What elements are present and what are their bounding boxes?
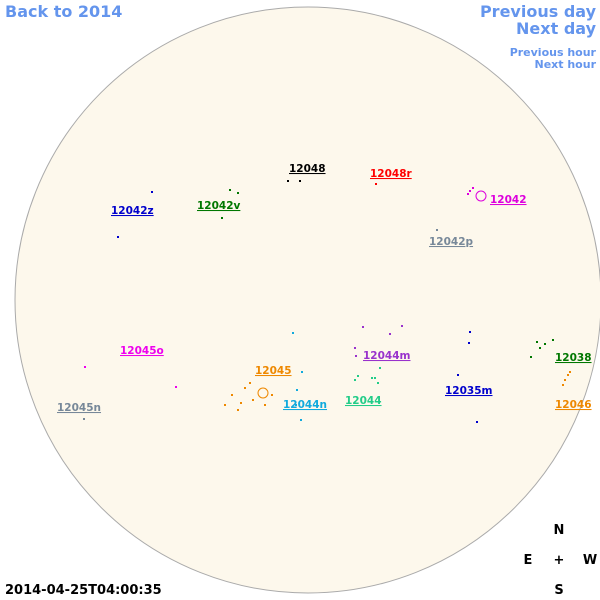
sunspot: [292, 332, 294, 334]
sunspot: [231, 394, 233, 396]
sunspot: [287, 180, 289, 182]
region-label[interactable]: 12045o: [120, 345, 164, 357]
previous-day-link[interactable]: Previous day: [480, 2, 597, 21]
sunspot: [357, 375, 359, 377]
sunspot: [389, 333, 391, 335]
compass-center: +: [554, 553, 565, 568]
next-hour-link[interactable]: Next hour: [535, 58, 597, 71]
compass-east: E: [524, 553, 533, 568]
sunspot: [375, 183, 377, 185]
sunspot: [468, 342, 470, 344]
sunspot: [296, 389, 298, 391]
sunspot: [564, 379, 566, 381]
sunspot: [401, 325, 403, 327]
region-label[interactable]: 12044m: [363, 350, 411, 362]
sunspot: [469, 331, 471, 333]
sunspot: [457, 374, 459, 376]
sunspot: [536, 341, 538, 343]
sunspot: [252, 399, 254, 401]
sunspot: [229, 189, 231, 191]
sunspot: [221, 217, 223, 219]
sunspot: [244, 387, 246, 389]
sunspot: [472, 187, 474, 189]
sunspot: [301, 371, 303, 373]
sunspot: [299, 180, 301, 182]
sunspot: [436, 229, 438, 231]
region-label[interactable]: 12038: [555, 352, 592, 364]
sunspot: [300, 419, 302, 421]
sunspot: [354, 347, 356, 349]
sunspot: [264, 404, 266, 406]
region-label[interactable]: 12035m: [445, 385, 493, 397]
sunspot: [377, 382, 379, 384]
sunspot: [567, 374, 569, 376]
sunspot: [374, 377, 376, 379]
sunspot: [175, 386, 177, 388]
sunspot: [476, 421, 478, 423]
sunspot: [469, 190, 471, 192]
sunspot: [569, 371, 571, 373]
sunspot: [240, 402, 242, 404]
sunspot: [544, 343, 546, 345]
sunspot: [257, 387, 269, 399]
sunspot: [552, 339, 554, 341]
compass-south: S: [554, 583, 563, 598]
sunspot: [475, 190, 487, 202]
solar-disk: [14, 6, 600, 594]
sunspot: [83, 418, 85, 420]
sunspot: [295, 404, 297, 406]
region-label[interactable]: 12044n: [283, 399, 327, 411]
compass-west: W: [583, 553, 597, 568]
sunspot: [224, 404, 226, 406]
sunspot: [530, 356, 532, 358]
sunspot: [271, 394, 273, 396]
next-day-link[interactable]: Next day: [516, 19, 597, 38]
sunspot: [151, 191, 153, 193]
region-label[interactable]: 12048: [289, 163, 326, 175]
regions: 12048 12048r 12042z 12042v 12042 12042p 12045o…: [57, 163, 592, 423]
region-label[interactable]: 12045: [255, 365, 292, 377]
sunspot: [355, 355, 357, 357]
region-label[interactable]: 12044: [345, 395, 382, 407]
region-label[interactable]: 12042v: [197, 200, 241, 212]
sunspot: [371, 377, 373, 379]
region-label[interactable]: 12042: [490, 194, 527, 206]
timestamp: 2014-04-25T04:00:35: [5, 583, 162, 598]
sunspot: [237, 192, 239, 194]
compass-north: N: [554, 523, 565, 538]
sunspot: [249, 382, 251, 384]
sunspot: [354, 379, 356, 381]
region-label[interactable]: 12042p: [429, 236, 474, 248]
region-label[interactable]: 12045n: [57, 402, 101, 414]
sunspot: [362, 326, 364, 328]
sunspot: [467, 193, 469, 195]
back-link[interactable]: Back to 2014: [5, 2, 122, 21]
sunspot: [117, 236, 119, 238]
region-label[interactable]: 12046: [555, 399, 592, 411]
sunspot: [237, 409, 239, 411]
sunspot: [379, 367, 381, 369]
sunspot: [84, 366, 86, 368]
previous-hour-link[interactable]: Previous hour: [510, 46, 597, 59]
region-label[interactable]: 12048r: [370, 168, 413, 180]
region-label[interactable]: 12042z: [111, 205, 154, 217]
sunspot: [539, 347, 541, 349]
sunspot: [562, 384, 564, 386]
